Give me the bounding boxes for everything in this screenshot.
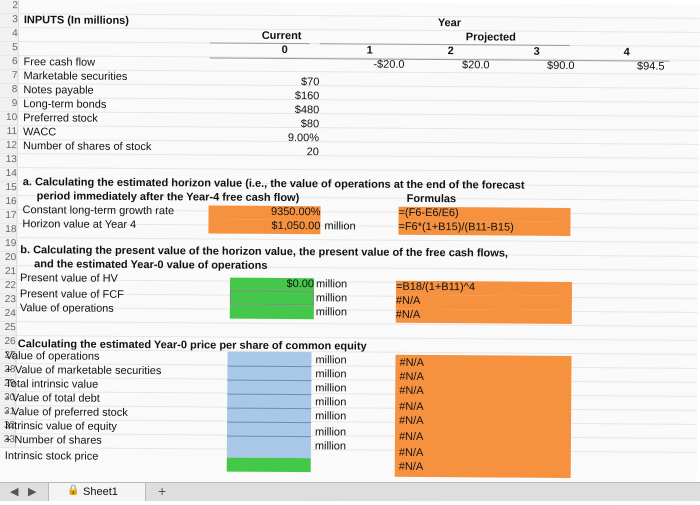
row-number: 25 xyxy=(0,321,17,336)
longterm-label[interactable]: Long-term bonds xyxy=(23,98,107,111)
scroll-right-icon[interactable]: ▶ xyxy=(28,486,37,498)
pc-label-7[interactable]: Intrinsic stock price xyxy=(4,450,99,463)
fcf-label[interactable]: Free cash flow xyxy=(23,56,96,69)
row-number: 16 xyxy=(0,195,18,210)
row-number: 17 xyxy=(0,209,18,224)
row-number: 5 xyxy=(0,41,19,56)
pc-unit-0: million xyxy=(315,354,347,367)
fcf-year-3[interactable]: $90.0 xyxy=(546,59,575,73)
pc-label-6[interactable]: + Number of shares xyxy=(4,434,102,447)
pc-unit-6: million xyxy=(314,440,347,453)
pc-formula-2[interactable]: #N/A xyxy=(399,384,424,397)
notes-label[interactable]: Notes payable xyxy=(23,84,94,97)
pc-formula-1[interactable]: #N/A xyxy=(399,370,424,383)
row-number: 24 xyxy=(0,307,17,322)
row-number: 18 xyxy=(0,223,18,238)
row-number: 14 xyxy=(0,167,18,182)
add-sheet-icon[interactable]: + xyxy=(158,483,167,499)
preferred-label[interactable]: Preferred stock xyxy=(23,112,98,125)
year-2-header[interactable]: 2 xyxy=(447,45,454,58)
row-number: 11 xyxy=(0,125,19,140)
pc-unit-1: million xyxy=(315,368,347,381)
current-header[interactable]: Current xyxy=(261,29,302,43)
row-number: 13 xyxy=(0,153,18,168)
pc-label-5[interactable]: Intrinsic value of equity xyxy=(4,420,117,433)
scroll-left-icon[interactable]: ◀ xyxy=(10,486,19,498)
pc-formula-0[interactable]: #N/A xyxy=(399,356,424,369)
pc-label-3[interactable]: - Value of total debt xyxy=(5,392,100,405)
lock-icon: 🔒 xyxy=(67,485,80,496)
stock-price-value-cell[interactable] xyxy=(226,457,311,473)
notes-value[interactable]: $160 xyxy=(294,90,320,103)
row-number: 3 xyxy=(0,13,19,28)
wacc-value[interactable]: 9.00% xyxy=(287,132,320,145)
row-number: 22 xyxy=(0,279,18,294)
row-number: 20 xyxy=(0,251,18,266)
fcf-year-1[interactable]: -$20.0 xyxy=(373,58,405,71)
pc-unit-3: million xyxy=(315,396,347,409)
sheet-tab-bar: ◀ ▶ 🔒 Sheet1 + xyxy=(0,482,700,501)
year-3-header[interactable]: 3 xyxy=(533,45,540,58)
row-number: 12 xyxy=(0,139,19,154)
row-number: 10 xyxy=(0,111,19,126)
pc-label-4[interactable]: - Value of preferred stock xyxy=(5,406,128,419)
pc-formula-6[interactable]: #N/A xyxy=(398,446,424,459)
pc-label-2[interactable]: Total intrinsic value xyxy=(5,378,99,391)
longterm-value[interactable]: $480 xyxy=(294,104,320,117)
preferred-value[interactable]: $80 xyxy=(300,118,320,131)
row-number: 2 xyxy=(0,0,19,14)
sheet-tab-label: Sheet1 xyxy=(83,486,118,498)
pc-formula-5[interactable]: #N/A xyxy=(398,430,424,443)
year-header[interactable]: Year xyxy=(437,17,462,30)
row-number: 9 xyxy=(0,97,19,112)
pc-formula-3[interactable]: #N/A xyxy=(399,400,424,413)
year-0-header[interactable]: 0 xyxy=(281,43,288,57)
shares-label[interactable]: Number of shares of stock xyxy=(22,140,152,154)
part-c-blue-inputs[interactable] xyxy=(226,351,312,459)
projected-header[interactable]: Projected xyxy=(465,31,516,44)
row-number: 6 xyxy=(0,55,19,70)
wacc-label[interactable]: WACC xyxy=(23,126,57,139)
fcf-year-2[interactable]: $20.0 xyxy=(461,59,490,72)
row-number: 7 xyxy=(0,69,19,84)
pc-unit-4: million xyxy=(315,410,347,423)
row-number: 15 xyxy=(0,181,18,196)
pc-unit-5: million xyxy=(314,426,347,439)
pc-label-1[interactable]: + Value of marketable securities xyxy=(5,364,162,378)
pc-label-0[interactable]: Value of operations xyxy=(5,350,100,363)
marketable-label[interactable]: Marketable securities xyxy=(23,70,128,83)
sheet-tab[interactable]: 🔒 Sheet1 xyxy=(48,483,146,501)
row-number: 4 xyxy=(0,27,19,42)
pc-formula-4[interactable]: #N/A xyxy=(399,414,424,427)
row-number: 21 xyxy=(0,265,18,280)
year-4-header[interactable]: 4 xyxy=(623,46,630,59)
pc-formula-7[interactable]: #N/A xyxy=(398,460,424,473)
inputs-title[interactable]: INPUTS (In millions) xyxy=(23,14,130,27)
marketable-value[interactable]: $70 xyxy=(301,76,320,89)
row-number: 19 xyxy=(0,237,18,252)
year-1-header[interactable]: 1 xyxy=(366,44,373,57)
pc-unit-2: million xyxy=(315,382,347,395)
row-number: 26 xyxy=(0,335,17,350)
row-number: 8 xyxy=(0,83,19,98)
row-number: 23 xyxy=(0,293,17,308)
fcf-year-4[interactable]: $94.5 xyxy=(636,60,665,73)
